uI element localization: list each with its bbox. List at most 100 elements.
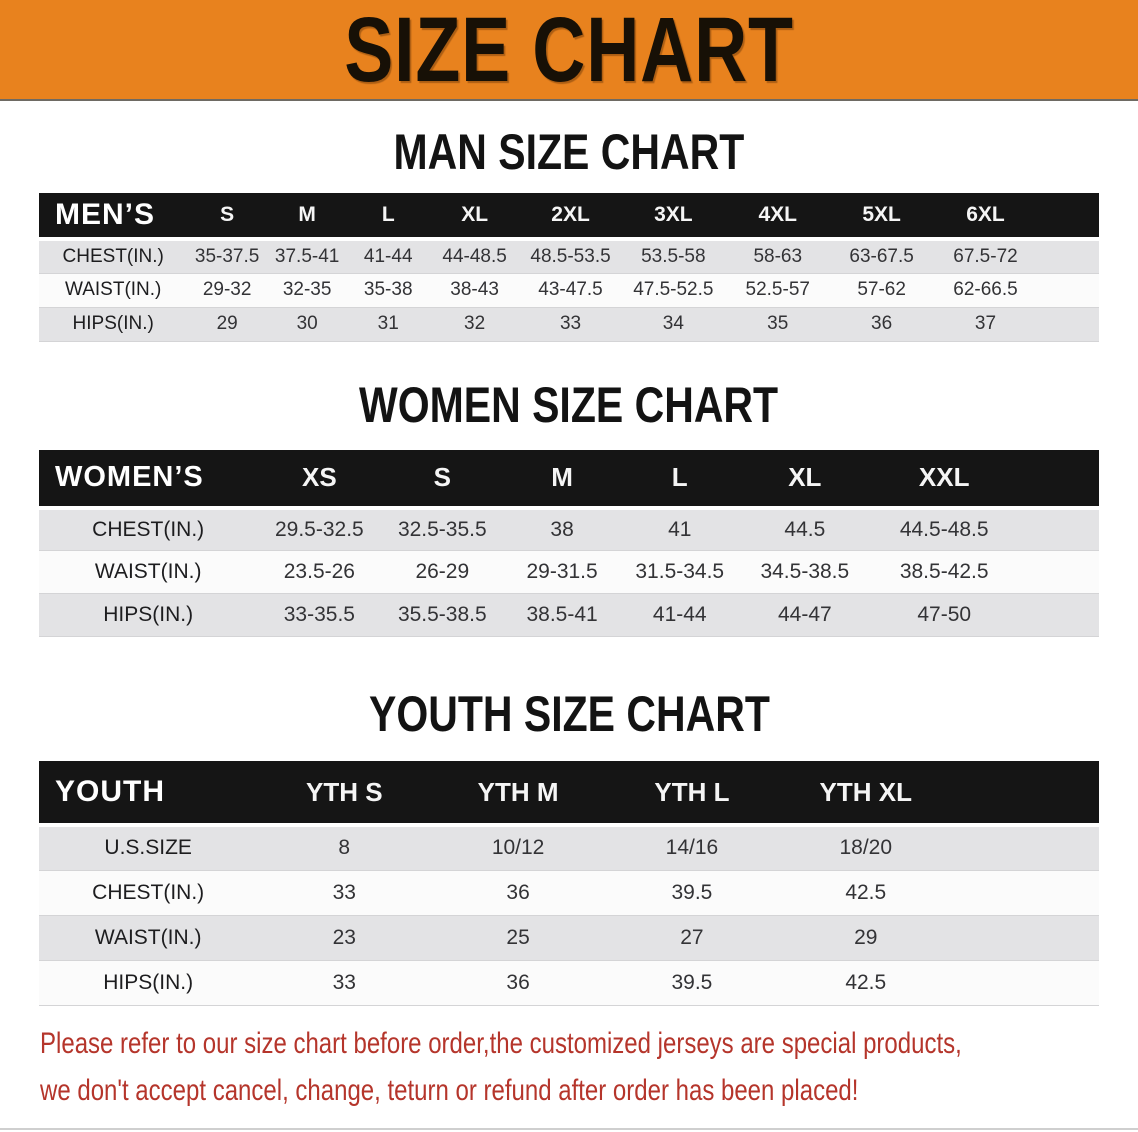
table-row: HIPS(IN.) 33 36 39.5 42.5: [39, 960, 1099, 1006]
banner-title: SIZE CHART: [344, 0, 794, 101]
table-cell: 33-35.5: [257, 593, 382, 637]
disclaimer-line-1: Please refer to our size chart before or…: [40, 1026, 962, 1060]
row-label: U.S.SIZE: [39, 825, 258, 871]
youth-col-header: YTH S: [257, 761, 432, 827]
women-col-header: XXL: [871, 449, 1018, 510]
disclaimer: Please refer to our size chart before or…: [40, 1020, 1138, 1114]
men-header-row: MEN’S S M L XL 2XL 3XL 4XL 5XL 6XL: [39, 193, 1099, 241]
row-label: HIPS(IN.): [39, 593, 258, 637]
row-label: WAIST(IN.): [39, 915, 258, 961]
women-size-table: WOMEN’S XS S M L XL XXL CHEST(IN.) 29.5-…: [39, 449, 1099, 637]
women-section-title: WOMEN SIZE CHART: [0, 378, 1138, 432]
table-cell: 23.5-26: [257, 550, 382, 594]
table-cell: 36: [431, 960, 606, 1006]
table-cell: 57-62: [829, 273, 934, 308]
table-cell: 36: [431, 870, 606, 916]
row-label: CHEST(IN.): [39, 870, 258, 916]
table-cell: 32.5-35.5: [381, 507, 504, 551]
table-row: HIPS(IN.) 33-35.5 35.5-38.5 38.5-41 41-4…: [39, 593, 1099, 637]
table-row: HIPS(IN.) 29 30 31 32 33 34 35 36 37: [39, 307, 1099, 342]
table-cell: 37.5-41: [266, 239, 348, 274]
table-cell: 29.5-32.5: [257, 507, 382, 551]
youth-header-label: YOUTH: [39, 761, 258, 827]
table-cell: 25: [431, 915, 606, 961]
youth-col-header: YTH M: [431, 761, 606, 827]
youth-section-title-text: YOUTH SIZE CHART: [368, 686, 770, 742]
table-cell: 38.5-41: [503, 593, 621, 637]
table-cell: 31: [347, 307, 430, 342]
table-cell: 43-47.5: [520, 273, 621, 308]
table-cell: 10/12: [431, 825, 606, 871]
table-cell: 29-32: [187, 273, 267, 308]
table-cell: 30: [266, 307, 348, 342]
cell-spacer: [1017, 550, 1099, 594]
table-cell: 36: [829, 307, 934, 342]
table-cell: 31.5-34.5: [620, 550, 739, 594]
table-cell: 47.5-52.5: [620, 273, 726, 308]
cell-spacer: [952, 960, 1099, 1006]
women-header-label: WOMEN’S: [39, 449, 258, 510]
table-cell: 47-50: [871, 593, 1018, 637]
table-cell: 38.5-42.5: [871, 550, 1018, 594]
cell-spacer: [1017, 507, 1099, 551]
table-cell: 48.5-53.5: [520, 239, 621, 274]
youth-size-table: YOUTH YTH S YTH M YTH L YTH XL U.S.SIZE …: [39, 761, 1099, 1006]
cell-spacer: [1037, 273, 1099, 308]
women-col-header: M: [503, 449, 621, 510]
cell-spacer: [1037, 239, 1099, 274]
men-col-header: 4XL: [725, 193, 830, 241]
table-cell: 29: [187, 307, 267, 342]
cell-spacer: [1017, 593, 1099, 637]
table-cell: 53.5-58: [620, 239, 726, 274]
men-header-label: MEN’S: [39, 193, 188, 241]
men-size-table: MEN’S S M L XL 2XL 3XL 4XL 5XL 6XL CHEST…: [39, 193, 1099, 342]
header-spacer: [952, 761, 1099, 827]
table-cell: 62-66.5: [933, 273, 1038, 308]
cell-spacer: [1037, 307, 1099, 342]
youth-col-header: YTH XL: [778, 761, 953, 827]
table-cell: 35-37.5: [187, 239, 267, 274]
image-bottom-edge: [0, 1128, 1138, 1130]
men-section-title-text: MAN SIZE CHART: [393, 124, 745, 180]
table-cell: 14/16: [605, 825, 779, 871]
table-cell: 41-44: [620, 593, 739, 637]
women-section-title-text: WOMEN SIZE CHART: [359, 376, 779, 433]
table-cell: 18/20: [778, 825, 953, 871]
table-cell: 52.5-57: [725, 273, 830, 308]
men-col-header: M: [266, 193, 348, 241]
table-cell: 44.5-48.5: [871, 507, 1018, 551]
table-cell: 42.5: [778, 870, 953, 916]
table-cell: 63-67.5: [829, 239, 934, 274]
table-cell: 37: [933, 307, 1038, 342]
table-cell: 29-31.5: [503, 550, 621, 594]
header-spacer: [1037, 193, 1099, 241]
table-cell: 39.5: [605, 870, 779, 916]
table-cell: 58-63: [725, 239, 830, 274]
table-row: U.S.SIZE 8 10/12 14/16 18/20: [39, 825, 1099, 871]
women-col-header: S: [381, 449, 504, 510]
men-col-header: S: [187, 193, 267, 241]
table-row: WAIST(IN.) 29-32 32-35 35-38 38-43 43-47…: [39, 273, 1099, 308]
table-cell: 44-48.5: [429, 239, 521, 274]
table-cell: 35.5-38.5: [381, 593, 504, 637]
table-cell: 32-35: [266, 273, 348, 308]
table-cell: 42.5: [778, 960, 953, 1006]
row-label: HIPS(IN.): [39, 960, 258, 1006]
table-cell: 38-43: [429, 273, 521, 308]
table-row: CHEST(IN.) 35-37.5 37.5-41 41-44 44-48.5…: [39, 239, 1099, 274]
table-cell: 38: [503, 507, 621, 551]
header-spacer: [1017, 449, 1099, 510]
youth-section-title: YOUTH SIZE CHART: [0, 687, 1138, 741]
men-col-header: 5XL: [829, 193, 934, 241]
table-cell: 29: [778, 915, 953, 961]
table-cell: 67.5-72: [933, 239, 1038, 274]
row-label: WAIST(IN.): [39, 273, 188, 308]
men-col-header: XL: [429, 193, 521, 241]
table-row: CHEST(IN.) 33 36 39.5 42.5: [39, 870, 1099, 916]
table-cell: 39.5: [605, 960, 779, 1006]
women-col-header: XL: [738, 449, 872, 510]
men-col-header: 3XL: [620, 193, 726, 241]
table-cell: 27: [605, 915, 779, 961]
row-label: WAIST(IN.): [39, 550, 258, 594]
